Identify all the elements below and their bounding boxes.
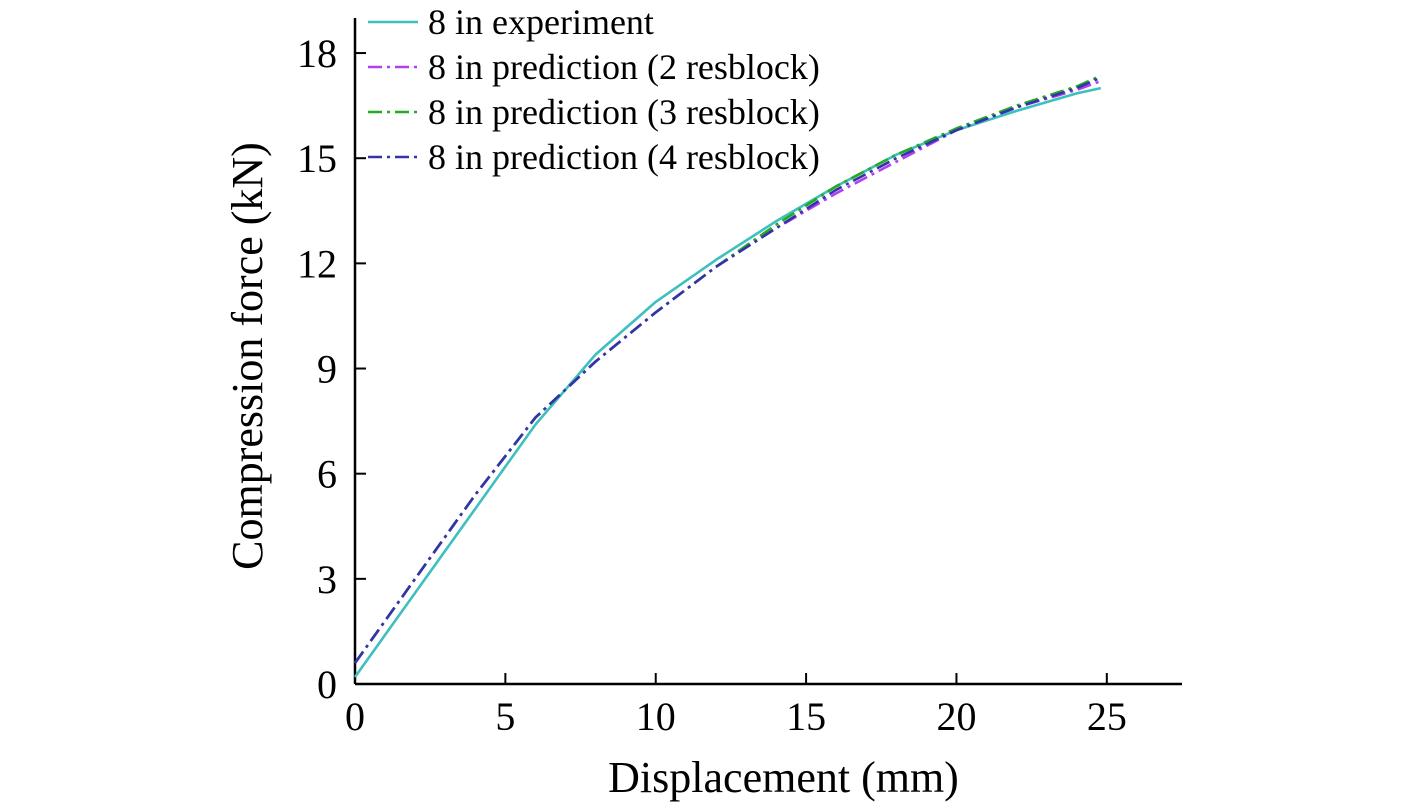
x-tick-label: 0 (345, 694, 365, 739)
y-tick-label: 18 (297, 31, 337, 76)
x-tick-label: 5 (495, 694, 515, 739)
legend-label-2: 8 in prediction (2 resblock) (428, 47, 820, 87)
series-line-1 (353, 86, 1102, 678)
x-axis-title: Displacement (mm) (608, 753, 959, 802)
y-tick-label: 6 (317, 452, 337, 497)
y-tick-label: 3 (317, 557, 337, 602)
legend-label-1: 8 in experiment (428, 2, 654, 42)
legend-label-3: 8 in prediction (3 resblock) (428, 92, 820, 132)
legend-label-4: 8 in prediction (4 resblock) (428, 137, 820, 177)
x-tick-label: 20 (936, 694, 976, 739)
legend: 8 in experiment 8 in prediction (2 resblo… (368, 2, 820, 177)
x-tick-label: 25 (1087, 694, 1127, 739)
y-tick-label: 15 (297, 136, 337, 181)
y-axis-title: Compression force (kN) (223, 142, 272, 570)
x-tick-label: 10 (636, 694, 676, 739)
axes: 0 5 10 15 20 25 0 3 6 9 12 15 18 (297, 18, 1182, 739)
y-tick-label: 0 (317, 662, 337, 707)
y-tick-label: 12 (297, 241, 337, 286)
series-layer (353, 74, 1102, 678)
x-tick-label: 15 (786, 694, 826, 739)
y-tick-label: 9 (317, 347, 337, 392)
